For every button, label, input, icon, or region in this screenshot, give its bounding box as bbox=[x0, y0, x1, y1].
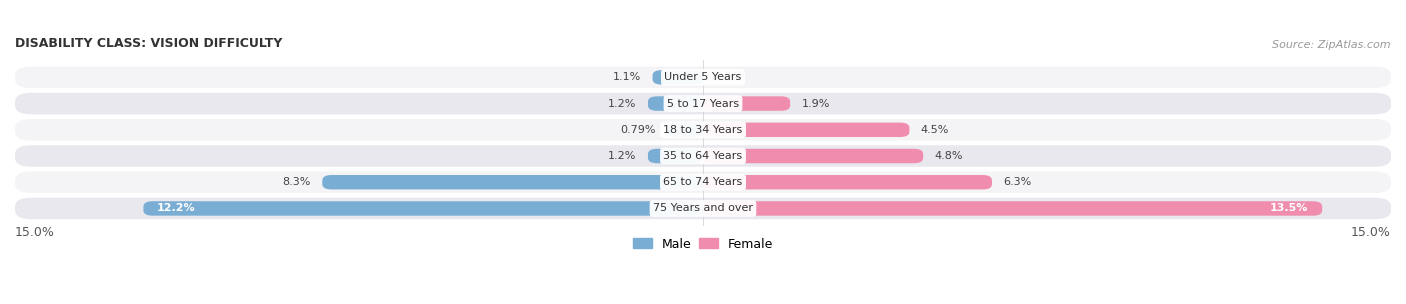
Text: 1.2%: 1.2% bbox=[609, 98, 637, 109]
Text: 13.5%: 13.5% bbox=[1270, 203, 1309, 213]
Text: 8.3%: 8.3% bbox=[283, 177, 311, 187]
Text: Under 5 Years: Under 5 Years bbox=[665, 72, 741, 82]
Text: 12.2%: 12.2% bbox=[157, 203, 195, 213]
Legend: Male, Female: Male, Female bbox=[628, 233, 778, 256]
FancyBboxPatch shape bbox=[703, 201, 1322, 216]
Text: 15.0%: 15.0% bbox=[15, 226, 55, 239]
Text: 1.2%: 1.2% bbox=[609, 151, 637, 161]
FancyBboxPatch shape bbox=[703, 96, 790, 111]
FancyBboxPatch shape bbox=[648, 149, 703, 163]
FancyBboxPatch shape bbox=[703, 123, 910, 137]
Text: Source: ZipAtlas.com: Source: ZipAtlas.com bbox=[1272, 40, 1391, 50]
FancyBboxPatch shape bbox=[652, 70, 703, 85]
Text: 1.9%: 1.9% bbox=[801, 98, 830, 109]
FancyBboxPatch shape bbox=[15, 93, 1391, 114]
Text: 4.5%: 4.5% bbox=[921, 125, 949, 135]
FancyBboxPatch shape bbox=[703, 149, 924, 163]
FancyBboxPatch shape bbox=[15, 198, 1391, 219]
Text: 35 to 64 Years: 35 to 64 Years bbox=[664, 151, 742, 161]
Text: 5 to 17 Years: 5 to 17 Years bbox=[666, 98, 740, 109]
Text: 1.1%: 1.1% bbox=[613, 72, 641, 82]
Text: 65 to 74 Years: 65 to 74 Years bbox=[664, 177, 742, 187]
FancyBboxPatch shape bbox=[15, 119, 1391, 140]
Text: 18 to 34 Years: 18 to 34 Years bbox=[664, 125, 742, 135]
Text: 4.8%: 4.8% bbox=[935, 151, 963, 161]
FancyBboxPatch shape bbox=[703, 175, 993, 189]
Text: 0.79%: 0.79% bbox=[620, 125, 655, 135]
FancyBboxPatch shape bbox=[15, 145, 1391, 167]
Text: 15.0%: 15.0% bbox=[1351, 226, 1391, 239]
FancyBboxPatch shape bbox=[648, 96, 703, 111]
Text: 0.0%: 0.0% bbox=[714, 72, 742, 82]
FancyBboxPatch shape bbox=[143, 201, 703, 216]
FancyBboxPatch shape bbox=[666, 123, 703, 137]
Text: 6.3%: 6.3% bbox=[1004, 177, 1032, 187]
Text: 75 Years and over: 75 Years and over bbox=[652, 203, 754, 213]
FancyBboxPatch shape bbox=[15, 67, 1391, 88]
FancyBboxPatch shape bbox=[15, 171, 1391, 193]
FancyBboxPatch shape bbox=[322, 175, 703, 189]
Text: DISABILITY CLASS: VISION DIFFICULTY: DISABILITY CLASS: VISION DIFFICULTY bbox=[15, 37, 283, 50]
